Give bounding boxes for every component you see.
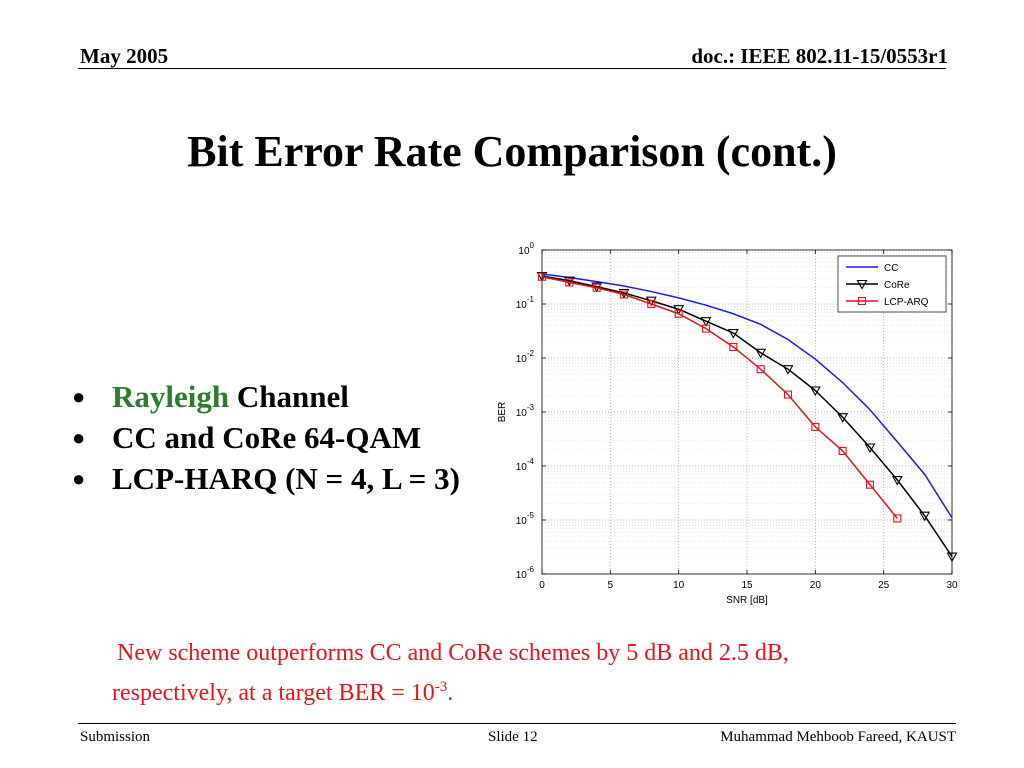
data-point	[809, 386, 821, 397]
legend-marker	[857, 296, 867, 306]
note-line-2: respectively, at a target BER = 10-3.	[112, 670, 972, 710]
data-point	[837, 413, 849, 423]
data-point	[782, 365, 794, 375]
data-point	[592, 283, 601, 292]
footer-submission: Submission	[80, 729, 151, 745]
header-divider	[78, 68, 946, 69]
ber-chart: 0 5 10 15 20 25 30 100 10-1 10-2 10-3 10-4 10-5 10-6 S…	[497, 241, 958, 606]
y-tick-label: 10-1	[516, 295, 535, 311]
data-point	[893, 514, 902, 523]
x-tick-label: 5	[608, 580, 614, 591]
bullet-list: ● Rayleigh Channel ● CC and CoRe 64-QAM ● L…	[72, 376, 460, 499]
x-tick-label: 0	[539, 580, 545, 591]
x-tick-label: 30	[946, 580, 958, 591]
x-axis-label: SNR [dB]	[726, 595, 768, 606]
data-point	[537, 272, 547, 281]
data-point	[674, 309, 683, 318]
legend-label: LCP-ARQ	[884, 297, 929, 308]
x-tick-label: 25	[878, 580, 890, 591]
note-line-2-text: respectively, at a target BER = 10	[112, 680, 435, 706]
data-point	[838, 446, 847, 455]
series-line	[541, 275, 898, 519]
bullet-dot-icon: ●	[72, 384, 86, 409]
data-point	[755, 348, 767, 359]
footer-divider	[78, 723, 956, 724]
data-point	[756, 365, 765, 374]
legend-marker	[856, 279, 868, 290]
bullet-text: CC and CoRe 64-QAM	[112, 420, 422, 455]
data-point	[946, 552, 958, 563]
header-doc-id: doc.: IEEE 802.11-15/0553r1	[691, 44, 948, 68]
footer-author: Muhammad Mehboob Fareed, KAUST	[720, 729, 956, 745]
y-axis-label: BER	[497, 402, 508, 423]
y-tick-label: 100	[518, 241, 534, 257]
legend-label: CoRe	[884, 280, 910, 291]
slide-title: Bit Error Rate Comparison (cont.)	[187, 127, 837, 176]
data-point	[864, 443, 876, 454]
bullet-item: ● Rayleigh Channel	[72, 376, 460, 417]
bullet-text: LCP-HARQ (N = 4, L = 3)	[112, 461, 460, 496]
series-lcp-arq	[537, 272, 902, 523]
note-exponent: -3	[434, 679, 448, 695]
y-tick-label: 10-2	[516, 349, 535, 365]
note-line-2-end: .	[447, 680, 454, 706]
header-date: May 2005	[80, 44, 169, 68]
data-point	[647, 299, 656, 309]
bullet-item: ● CC and CoRe 64-QAM	[72, 417, 460, 458]
data-point	[565, 278, 574, 287]
bullet-dot-icon: ●	[72, 425, 86, 450]
data-point	[700, 317, 712, 327]
x-tick-label: 20	[810, 580, 822, 591]
data-point	[783, 390, 793, 399]
data-point	[891, 475, 903, 486]
legend: CC CoRe LCP-ARQ	[837, 255, 947, 313]
bullet-item: ● LCP-HARQ (N = 4, L = 3)	[72, 458, 460, 499]
data-point	[619, 290, 629, 299]
y-tick-label: 10-4	[516, 457, 535, 473]
series-cc	[541, 273, 953, 519]
data-point	[729, 342, 738, 352]
data-point	[645, 296, 657, 307]
y-tick-label: 10-3	[516, 403, 535, 419]
data-point	[865, 480, 875, 489]
footer-slide-number: Slide 12	[488, 729, 538, 745]
data-point	[701, 324, 711, 333]
x-tick-label: 10	[673, 580, 685, 591]
bullet-text: Channel	[229, 379, 349, 414]
data-point	[811, 422, 820, 431]
y-tick-label: 10-6	[516, 565, 535, 581]
series-line	[541, 275, 953, 558]
bullet-highlight: Rayleigh	[112, 379, 230, 414]
x-tick-label: 15	[741, 580, 753, 591]
bullet-dot-icon: ●	[72, 466, 86, 491]
data-point	[727, 328, 739, 339]
y-tick-label: 10-5	[516, 511, 535, 527]
legend-label: CC	[884, 263, 898, 274]
data-point	[919, 511, 931, 522]
note-line-1: New scheme outperforms CC and CoRe schem…	[117, 640, 789, 666]
conclusion-note: New scheme outperforms CC and CoRe schem…	[112, 636, 972, 710]
data-point	[563, 276, 575, 287]
series-line	[541, 273, 953, 519]
